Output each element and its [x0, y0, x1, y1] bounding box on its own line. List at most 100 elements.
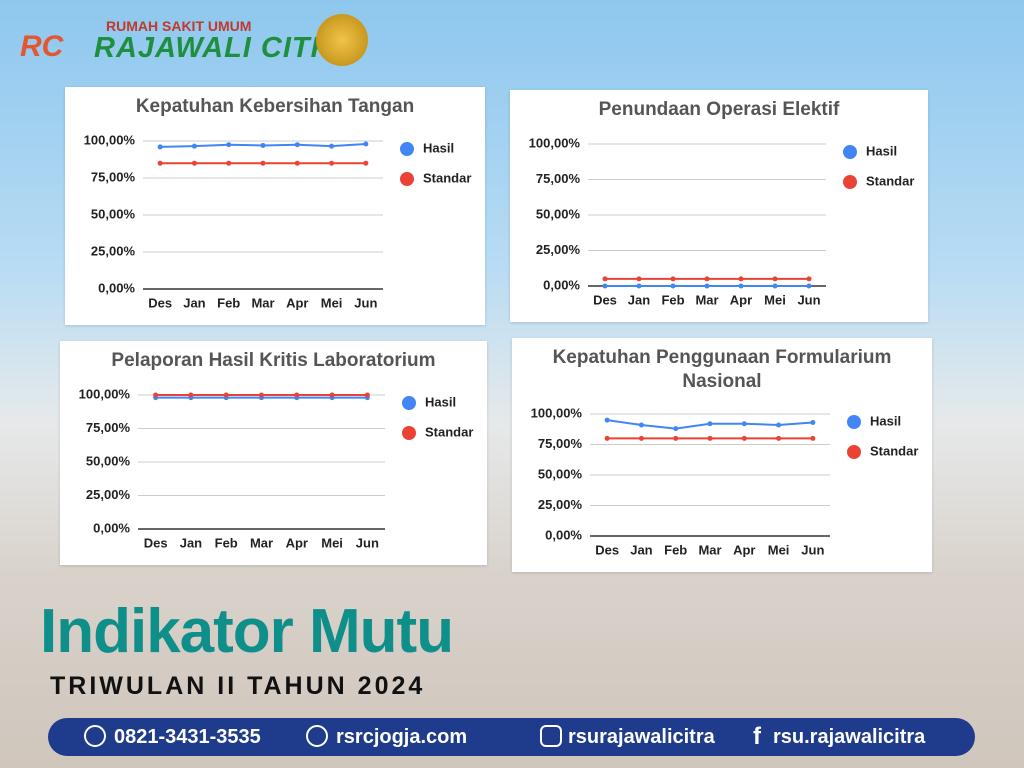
brand-name: RAJAWALI CITRA	[94, 32, 355, 64]
legend-marker	[843, 175, 857, 189]
y-tick-label: 25,00%	[538, 497, 583, 512]
point	[638, 435, 644, 441]
legend-label: Hasil	[425, 394, 456, 409]
x-tick-label: Jun	[801, 542, 824, 557]
point	[741, 421, 747, 427]
chart-panel: Kepatuhan Penggunaan Formularium Nasiona…	[512, 338, 932, 572]
footer: 0821-3431-3535 rsrcjogja.com rsurajawali…	[48, 718, 975, 756]
point	[810, 435, 816, 441]
point	[259, 392, 264, 398]
x-tick-label: Mei	[768, 542, 790, 557]
x-tick-label: Des	[144, 535, 168, 550]
legend-marker	[402, 396, 416, 410]
accreditation-seal	[316, 14, 368, 66]
legend-label: Hasil	[423, 140, 454, 155]
point	[329, 392, 335, 398]
point	[810, 420, 816, 426]
legend-label: Hasil	[870, 413, 901, 428]
legend-marker	[402, 426, 416, 440]
point	[673, 426, 679, 432]
point	[226, 142, 232, 148]
legend-marker	[847, 445, 861, 459]
brand-subtitle: RUMAH SAKIT UMUM	[106, 18, 252, 34]
x-tick-label: Apr	[286, 535, 308, 550]
legend-marker	[847, 415, 861, 429]
point	[738, 283, 744, 289]
point	[772, 283, 778, 289]
x-tick-label: Mei	[321, 295, 343, 310]
x-tick-label: Jan	[180, 535, 202, 550]
point	[776, 422, 782, 428]
point	[707, 421, 713, 427]
y-tick-label: 75,00%	[86, 420, 131, 435]
legend-marker	[843, 145, 857, 159]
legend-label: Standar	[870, 443, 918, 458]
y-tick-label: 0,00%	[98, 280, 135, 295]
x-tick-label: Mar	[250, 535, 273, 550]
point	[636, 283, 642, 289]
point	[704, 276, 710, 282]
x-tick-label: Jan	[183, 295, 205, 310]
y-tick-label: 50,00%	[91, 206, 136, 221]
chart-title: Penundaan Operasi Elektif	[598, 99, 840, 120]
x-tick-label: Apr	[733, 542, 755, 557]
point	[806, 276, 812, 282]
point	[738, 276, 744, 282]
point	[670, 283, 676, 289]
x-tick-label: Feb	[664, 542, 687, 557]
legend-label: Standar	[866, 173, 914, 188]
x-tick-label: Apr	[730, 292, 752, 307]
headline-subtitle: TRIWULAN II TAHUN 2024	[50, 672, 426, 700]
chart: 0,00% 25,00% 50,00% 75,00% 100,00% Des Jan Feb M…	[529, 135, 915, 307]
x-tick-label: Mar	[698, 542, 721, 557]
y-tick-label: 100,00%	[84, 132, 136, 147]
x-tick-label: Feb	[215, 535, 238, 550]
instagram: rsurajawalicitra	[568, 726, 715, 748]
point	[602, 283, 608, 289]
y-tick-label: 50,00%	[538, 466, 583, 481]
point	[191, 160, 197, 166]
x-tick-label: Feb	[661, 292, 684, 307]
y-tick-label: 75,00%	[91, 169, 136, 184]
y-tick-label: 0,00%	[93, 520, 130, 535]
x-tick-label: Des	[148, 295, 172, 310]
x-tick-label: Jun	[797, 292, 820, 307]
point	[191, 143, 197, 149]
instagram-icon	[540, 725, 562, 747]
point	[772, 276, 778, 282]
y-tick-label: 100,00%	[79, 386, 131, 401]
point	[329, 143, 335, 149]
legend-label: Standar	[425, 424, 473, 439]
chart-panel: Penundaan Operasi Elektif 0,00% 25,00% 50,0…	[510, 90, 928, 322]
x-tick-label: Mei	[321, 535, 343, 550]
point	[604, 417, 610, 423]
website: rsrcjogja.com	[336, 726, 468, 748]
x-tick-label: Mar	[251, 295, 274, 310]
y-tick-label: 25,00%	[536, 242, 581, 257]
point	[226, 160, 232, 166]
point	[153, 392, 159, 398]
chart-panel: Kepatuhan Kebersihan Tangan 0,00% 25,00% 50…	[65, 87, 485, 325]
chart: 0,00% 25,00% 50,00% 75,00% 100,00% Des Jan Feb M…	[531, 405, 919, 557]
web-icon	[306, 725, 328, 747]
chart: 0,00% 25,00% 50,00% 75,00% 100,00% Des Jan Feb M…	[84, 132, 472, 310]
point	[260, 160, 266, 166]
point	[670, 276, 676, 282]
x-tick-label: Des	[593, 292, 617, 307]
point	[363, 160, 369, 166]
facebook: rsu.rajawalicitra	[773, 726, 926, 748]
point	[294, 392, 300, 398]
y-tick-label: 75,00%	[536, 171, 581, 186]
x-tick-label: Jan	[628, 292, 650, 307]
y-tick-label: 50,00%	[536, 206, 581, 221]
point	[673, 435, 679, 441]
point	[806, 283, 812, 289]
x-tick-label: Feb	[217, 295, 240, 310]
chart-panel: Pelaporan Hasil Kritis Laboratorium 0,00%…	[60, 341, 487, 565]
point	[329, 160, 335, 166]
point	[636, 276, 642, 282]
point	[604, 435, 610, 441]
y-tick-label: 100,00%	[531, 405, 583, 420]
point	[704, 283, 710, 289]
